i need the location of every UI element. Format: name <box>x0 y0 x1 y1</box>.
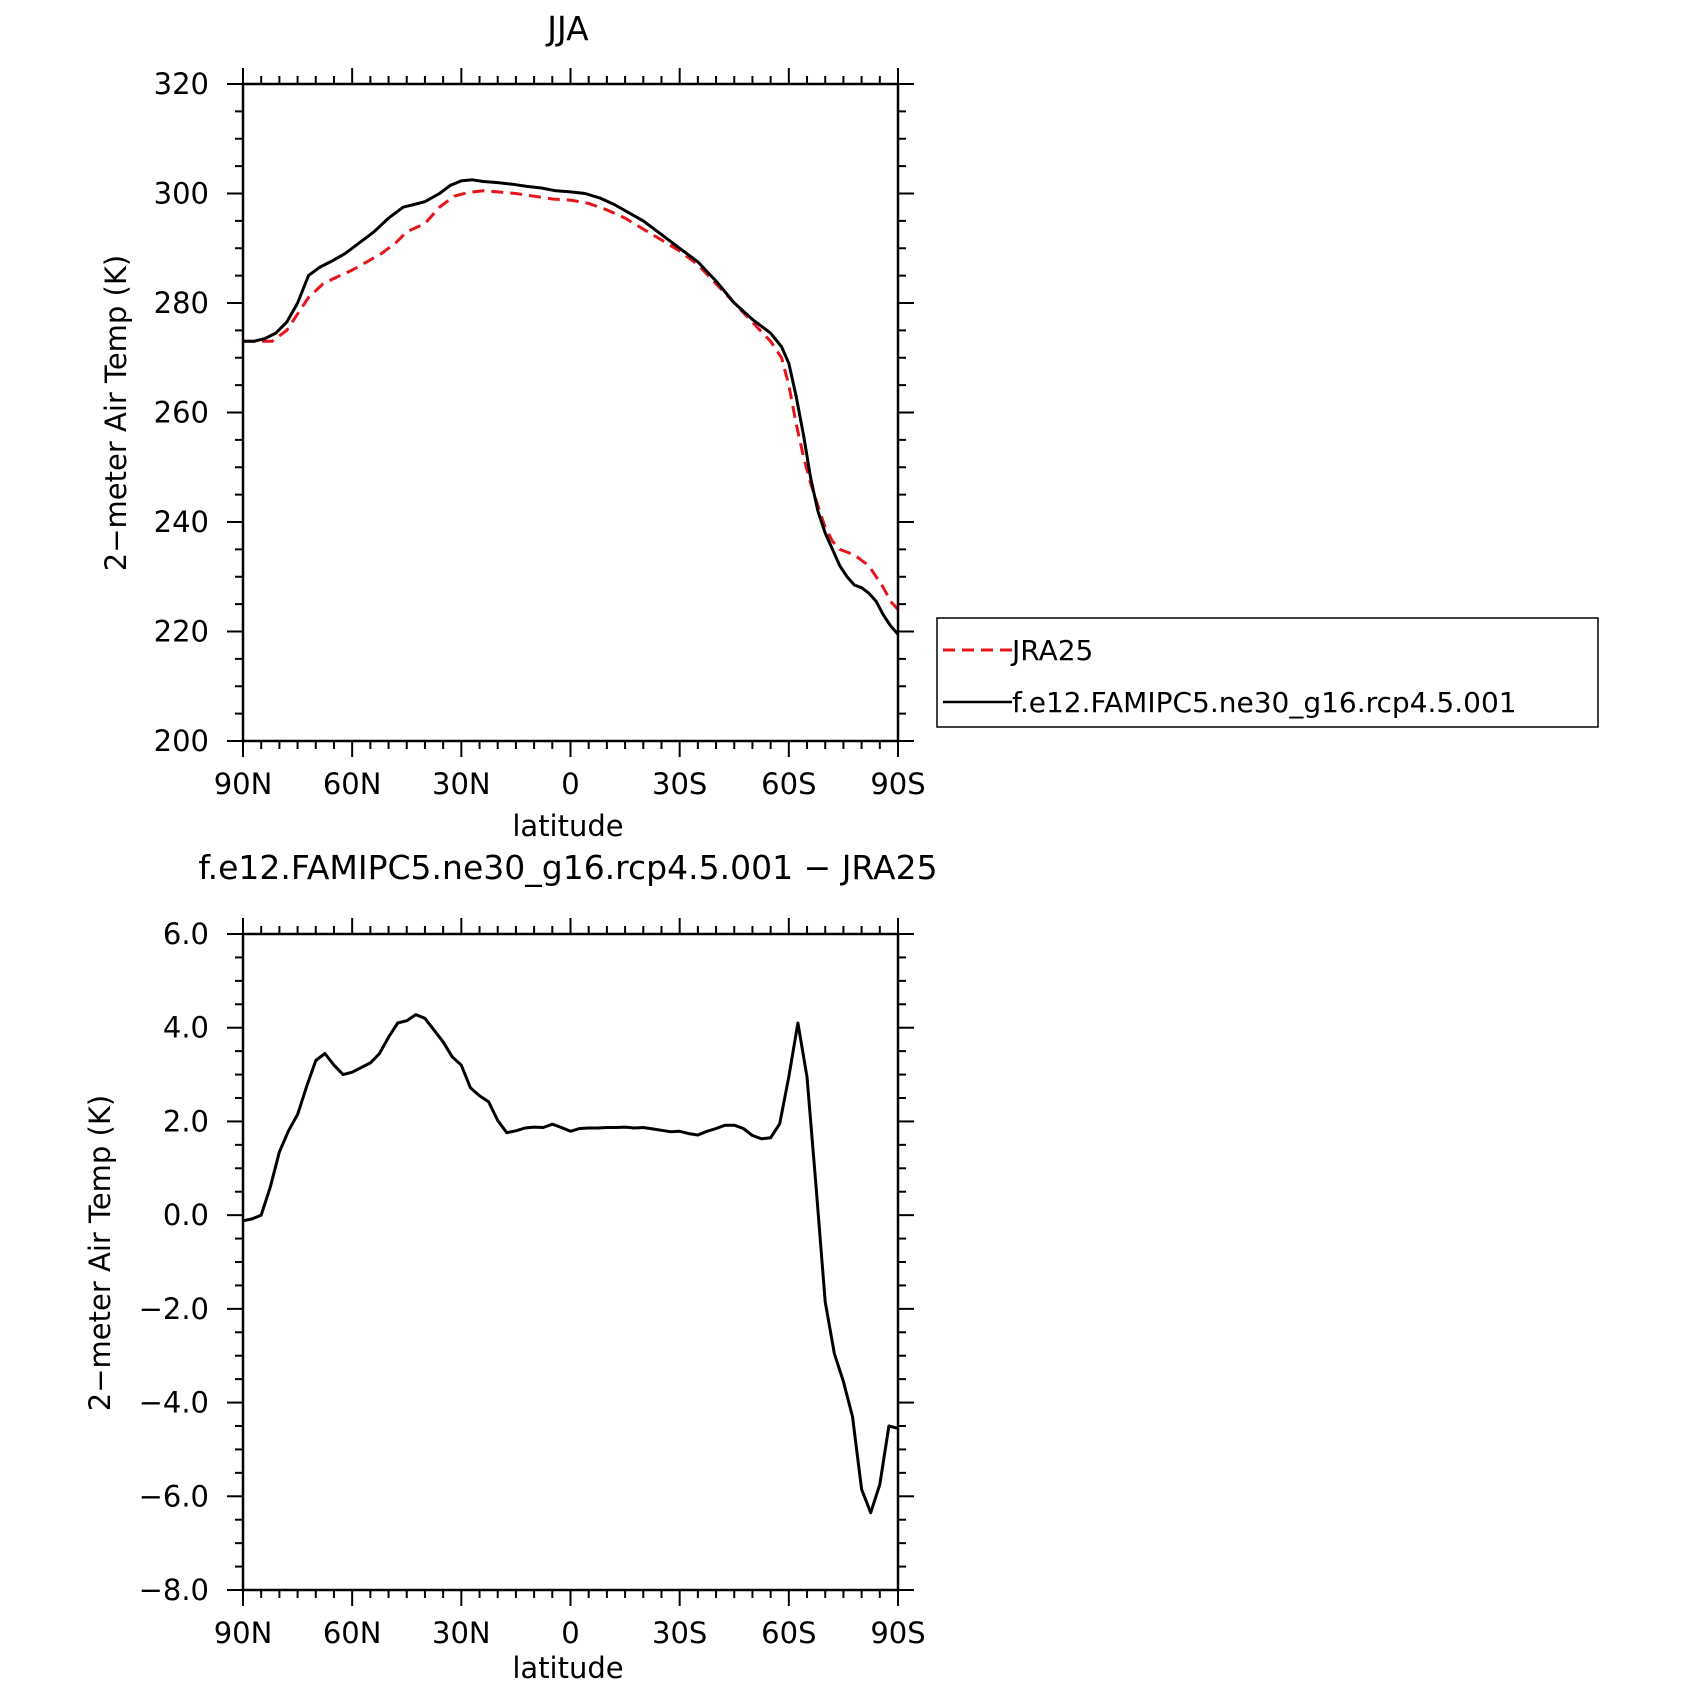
y-tick-label: 320 <box>154 67 209 101</box>
x-tick-label: 90S <box>870 1616 925 1650</box>
y-tick-label: 6.0 <box>163 917 209 951</box>
y-tick-label: 260 <box>154 396 209 430</box>
x-tick-label: 90N <box>214 767 273 801</box>
y-tick-label: 4.0 <box>163 1011 209 1045</box>
y-tick-label: 300 <box>154 177 209 211</box>
y-tick-label: −4.0 <box>139 1386 209 1420</box>
y-tick-label: 280 <box>154 286 209 320</box>
plot-frame <box>241 82 900 743</box>
axes-ticks: 90N 60N 30N 0 30S 60S 90S 200 220 240 260 280 300 320 <box>154 67 926 801</box>
y-tick-label: −6.0 <box>139 1479 209 1513</box>
y-axis-label: 2−meter Air Temp (K) <box>83 1095 117 1411</box>
chart-title: f.e12.FAMIPC5.ne30_g16.rcp4.5.001 − JRA2… <box>198 848 937 887</box>
y-tick-label: 240 <box>154 505 209 539</box>
x-tick-label: 0 <box>561 1616 579 1650</box>
legend: JRA25 f.e12.FAMIPC5.ne30_g16.rcp4.5.001 <box>936 617 1599 728</box>
y-tick-label: 2.0 <box>163 1104 209 1138</box>
panel-top-chart: JJA 2−meter Air Temp (K) latitude 90N 60N… <box>99 9 926 843</box>
series-line-difference <box>242 1013 899 1515</box>
panel-bottom-chart: f.e12.FAMIPC5.ne30_g16.rcp4.5.001 − JRA2… <box>83 848 938 1685</box>
axes-ticks: 90N 60N 30N 0 30S 60S 90S 6.0 4.0 2.0 0.0 −2.0 −4.0 −… <box>139 917 926 1650</box>
legend-label-jra25: JRA25 <box>1010 634 1093 667</box>
y-axis-label: 2−meter Air Temp (K) <box>99 255 133 571</box>
x-tick-label: 90N <box>214 1616 273 1650</box>
x-tick-label: 30S <box>652 1616 707 1650</box>
x-tick-label: 60N <box>323 1616 382 1650</box>
y-tick-label: −8.0 <box>139 1573 209 1607</box>
y-tick-label: −2.0 <box>139 1292 209 1326</box>
series-line-jra25 <box>243 189 900 611</box>
x-tick-label: 30S <box>652 767 707 801</box>
plot-frame <box>241 932 900 1592</box>
plot-series <box>242 1013 899 1515</box>
series-line-f-e12-famipc5-ne30-g16-rcp4-5-001 <box>243 178 900 636</box>
x-axis-label: latitude <box>512 809 623 843</box>
plot-series <box>243 178 900 636</box>
y-tick-label: 0.0 <box>163 1198 209 1232</box>
x-tick-label: 90S <box>870 767 925 801</box>
x-tick-label: 60S <box>761 1616 816 1650</box>
chart-title: JJA <box>545 9 589 48</box>
x-tick-label: 60S <box>761 767 816 801</box>
x-axis-label: latitude <box>512 1651 623 1685</box>
x-tick-label: 30N <box>432 1616 491 1650</box>
y-tick-label: 220 <box>154 615 209 649</box>
x-tick-label: 0 <box>561 767 579 801</box>
x-tick-label: 30N <box>432 767 491 801</box>
y-tick-label: 200 <box>154 724 209 758</box>
x-tick-label: 60N <box>323 767 382 801</box>
legend-label-model: f.e12.FAMIPC5.ne30_g16.rcp4.5.001 <box>1012 686 1517 719</box>
legend-box <box>936 617 1599 728</box>
